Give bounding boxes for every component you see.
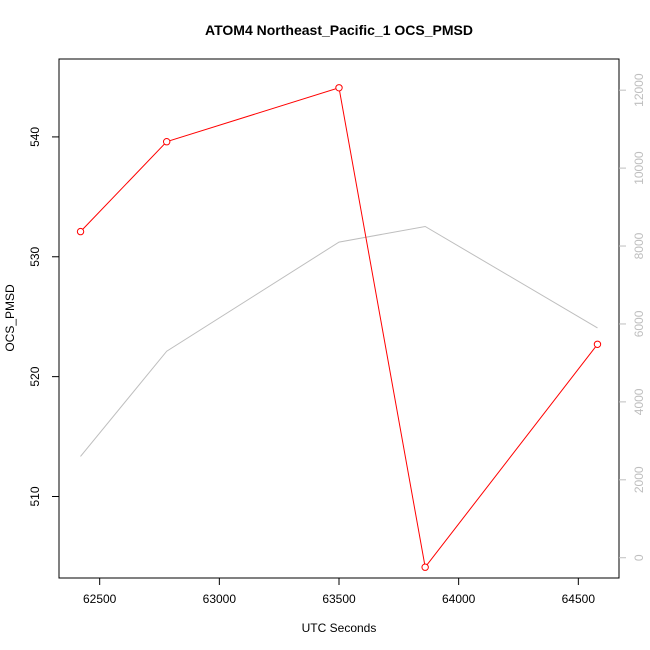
right-y-tick-label: 12000 [632, 73, 646, 107]
right-y-tick-label: 4000 [632, 388, 646, 415]
data-point-marker [593, 340, 602, 348]
secondary-series-line [80, 225, 598, 457]
data-point-marker [76, 227, 85, 236]
y-axis-label: OCS_PMSD [3, 284, 17, 352]
y-axis: 510 520 530 540 [28, 127, 59, 507]
x-tick-label: 64000 [442, 592, 476, 606]
x-tick-label: 63000 [203, 592, 237, 606]
primary-series-line [80, 87, 598, 569]
x-tick-label: 63500 [322, 592, 356, 606]
y-tick-label: 530 [28, 246, 42, 266]
x-axis-label: UTC Seconds [302, 621, 377, 635]
right-y-tick-label: 0 [632, 554, 646, 561]
chart-title: ATOM4 Northeast_Pacific_1 OCS_PMSD [205, 22, 473, 38]
right-y-tick-label: 8000 [632, 232, 646, 259]
right-y-tick-label: 10000 [632, 151, 646, 185]
data-point-marker [335, 84, 343, 92]
x-axis: 62500 63000 63500 64000 64500 [83, 578, 595, 606]
y-tick-label: 520 [28, 366, 42, 386]
right-y-tick-label: 6000 [632, 310, 646, 337]
data-point-marker [162, 138, 171, 146]
data-point-marker [421, 563, 429, 571]
y-tick-label: 510 [28, 486, 42, 506]
x-tick-label: 62500 [83, 592, 117, 606]
right-y-axis: 0 2000 4000 6000 8000 10000 12000 [619, 73, 646, 561]
x-tick-label: 64500 [562, 592, 596, 606]
series-layer [76, 84, 602, 571]
right-y-tick-label: 2000 [632, 466, 646, 493]
plot-frame [58, 58, 620, 579]
y-tick-label: 540 [28, 127, 42, 147]
